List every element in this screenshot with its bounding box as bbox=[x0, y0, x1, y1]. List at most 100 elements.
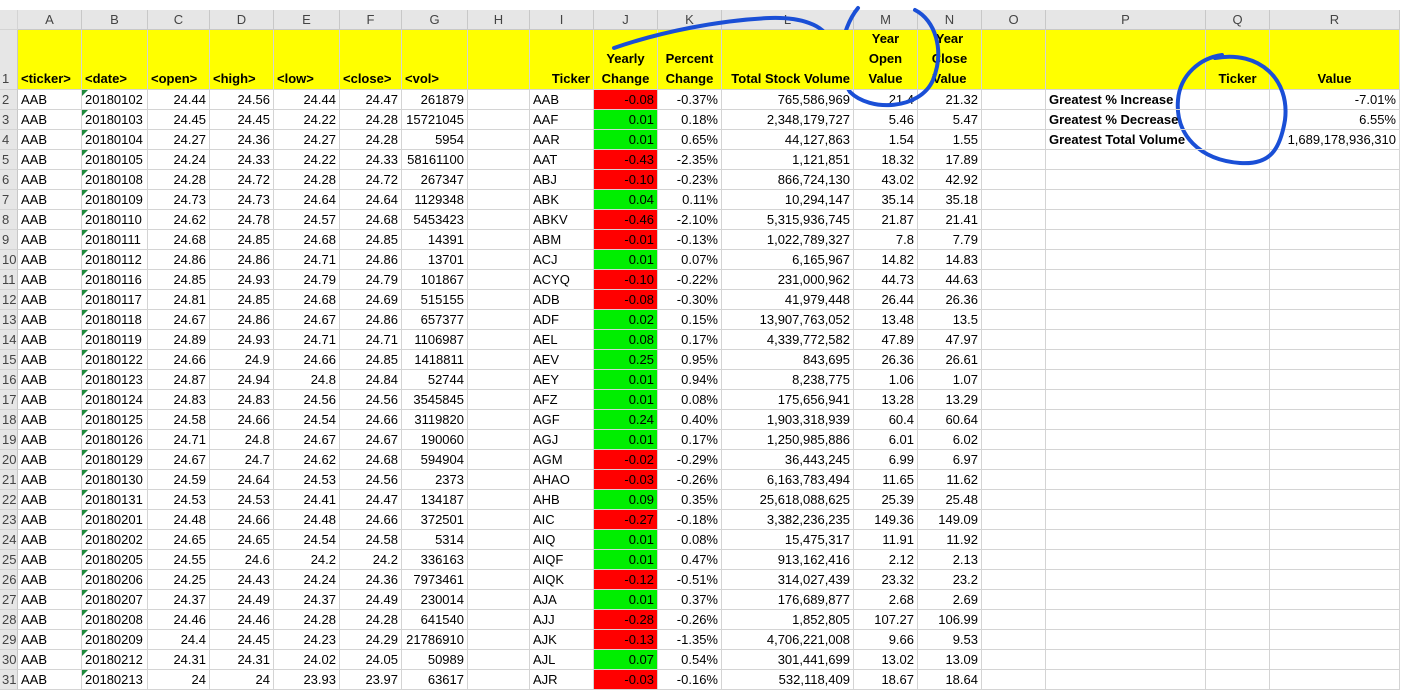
cell-f19[interactable]: 24.67 bbox=[340, 430, 402, 450]
cell-n19[interactable]: 6.02 bbox=[918, 430, 982, 450]
cell-m17[interactable]: 13.28 bbox=[854, 390, 918, 410]
cell-m15[interactable]: 26.36 bbox=[854, 350, 918, 370]
cell-g31[interactable]: 63617 bbox=[402, 670, 468, 690]
cell-r24[interactable] bbox=[1270, 530, 1400, 550]
header-cell-l[interactable]: Total Stock Volume bbox=[722, 30, 854, 90]
cell-k30[interactable]: 0.54% bbox=[658, 650, 722, 670]
cell-e9[interactable]: 24.68 bbox=[274, 230, 340, 250]
cell-n12[interactable]: 26.36 bbox=[918, 290, 982, 310]
cell-a9[interactable]: AAB bbox=[18, 230, 82, 250]
cell-i16[interactable]: AEY bbox=[530, 370, 594, 390]
cell-n14[interactable]: 47.97 bbox=[918, 330, 982, 350]
cell-r31[interactable] bbox=[1270, 670, 1400, 690]
cell-d28[interactable]: 24.46 bbox=[210, 610, 274, 630]
cell-r28[interactable] bbox=[1270, 610, 1400, 630]
cell-e20[interactable]: 24.62 bbox=[274, 450, 340, 470]
cell-j8[interactable]: -0.46 bbox=[594, 210, 658, 230]
cell-r23[interactable] bbox=[1270, 510, 1400, 530]
cell-j23[interactable]: -0.27 bbox=[594, 510, 658, 530]
cell-i14[interactable]: AEL bbox=[530, 330, 594, 350]
cell-a5[interactable]: AAB bbox=[18, 150, 82, 170]
cell-g28[interactable]: 641540 bbox=[402, 610, 468, 630]
column-header-o[interactable]: O bbox=[982, 10, 1046, 30]
header-cell-h[interactable] bbox=[468, 30, 530, 90]
cell-o4[interactable] bbox=[982, 130, 1046, 150]
cell-o20[interactable] bbox=[982, 450, 1046, 470]
cell-c16[interactable]: 24.87 bbox=[148, 370, 210, 390]
cell-p20[interactable] bbox=[1046, 450, 1206, 470]
header-cell-e[interactable]: <low> bbox=[274, 30, 340, 90]
cell-n4[interactable]: 1.55 bbox=[918, 130, 982, 150]
cell-j12[interactable]: -0.08 bbox=[594, 290, 658, 310]
cell-o22[interactable] bbox=[982, 490, 1046, 510]
header-cell-i[interactable]: Ticker bbox=[530, 30, 594, 90]
cell-c14[interactable]: 24.89 bbox=[148, 330, 210, 350]
row-header-31[interactable]: 31 bbox=[0, 670, 18, 690]
cell-r7[interactable] bbox=[1270, 190, 1400, 210]
row-header-19[interactable]: 19 bbox=[0, 430, 18, 450]
cell-d23[interactable]: 24.66 bbox=[210, 510, 274, 530]
cell-r11[interactable] bbox=[1270, 270, 1400, 290]
cell-o25[interactable] bbox=[982, 550, 1046, 570]
row-header-25[interactable]: 25 bbox=[0, 550, 18, 570]
cell-l5[interactable]: 1,121,851 bbox=[722, 150, 854, 170]
cell-a30[interactable]: AAB bbox=[18, 650, 82, 670]
cell-g15[interactable]: 1418811 bbox=[402, 350, 468, 370]
header-cell-q[interactable]: Ticker bbox=[1206, 30, 1270, 90]
header-cell-k[interactable]: Percent Change bbox=[658, 30, 722, 90]
cell-c22[interactable]: 24.53 bbox=[148, 490, 210, 510]
cell-j7[interactable]: 0.04 bbox=[594, 190, 658, 210]
cell-a18[interactable]: AAB bbox=[18, 410, 82, 430]
cell-e11[interactable]: 24.79 bbox=[274, 270, 340, 290]
cell-h18[interactable] bbox=[468, 410, 530, 430]
cell-k8[interactable]: -2.10% bbox=[658, 210, 722, 230]
cell-c12[interactable]: 24.81 bbox=[148, 290, 210, 310]
cell-p12[interactable] bbox=[1046, 290, 1206, 310]
cell-j10[interactable]: 0.01 bbox=[594, 250, 658, 270]
cell-a7[interactable]: AAB bbox=[18, 190, 82, 210]
cell-l30[interactable]: 301,441,699 bbox=[722, 650, 854, 670]
cell-d17[interactable]: 24.83 bbox=[210, 390, 274, 410]
cell-m25[interactable]: 2.12 bbox=[854, 550, 918, 570]
select-all-corner[interactable] bbox=[0, 10, 18, 30]
cell-i26[interactable]: AIQK bbox=[530, 570, 594, 590]
cell-l23[interactable]: 3,382,236,235 bbox=[722, 510, 854, 530]
cell-r15[interactable] bbox=[1270, 350, 1400, 370]
cell-b28[interactable]: 20180208 bbox=[82, 610, 148, 630]
cell-p8[interactable] bbox=[1046, 210, 1206, 230]
cell-e16[interactable]: 24.8 bbox=[274, 370, 340, 390]
cell-a23[interactable]: AAB bbox=[18, 510, 82, 530]
cell-d11[interactable]: 24.93 bbox=[210, 270, 274, 290]
cell-q17[interactable] bbox=[1206, 390, 1270, 410]
cell-m4[interactable]: 1.54 bbox=[854, 130, 918, 150]
cell-k3[interactable]: 0.18% bbox=[658, 110, 722, 130]
cell-q8[interactable] bbox=[1206, 210, 1270, 230]
cell-a24[interactable]: AAB bbox=[18, 530, 82, 550]
cell-c19[interactable]: 24.71 bbox=[148, 430, 210, 450]
cell-m28[interactable]: 107.27 bbox=[854, 610, 918, 630]
cell-j3[interactable]: 0.01 bbox=[594, 110, 658, 130]
cell-g9[interactable]: 14391 bbox=[402, 230, 468, 250]
header-cell-g[interactable]: <vol> bbox=[402, 30, 468, 90]
cell-f17[interactable]: 24.56 bbox=[340, 390, 402, 410]
cell-b10[interactable]: 20180112 bbox=[82, 250, 148, 270]
cell-c29[interactable]: 24.4 bbox=[148, 630, 210, 650]
cell-f3[interactable]: 24.28 bbox=[340, 110, 402, 130]
row-header-27[interactable]: 27 bbox=[0, 590, 18, 610]
cell-g10[interactable]: 13701 bbox=[402, 250, 468, 270]
cell-b31[interactable]: 20180213 bbox=[82, 670, 148, 690]
cell-m8[interactable]: 21.87 bbox=[854, 210, 918, 230]
cell-i23[interactable]: AIC bbox=[530, 510, 594, 530]
column-header-a[interactable]: A bbox=[18, 10, 82, 30]
cell-p9[interactable] bbox=[1046, 230, 1206, 250]
cell-o3[interactable] bbox=[982, 110, 1046, 130]
cell-j27[interactable]: 0.01 bbox=[594, 590, 658, 610]
cell-n9[interactable]: 7.79 bbox=[918, 230, 982, 250]
cell-d26[interactable]: 24.43 bbox=[210, 570, 274, 590]
column-header-m[interactable]: M bbox=[854, 10, 918, 30]
cell-m13[interactable]: 13.48 bbox=[854, 310, 918, 330]
cell-j22[interactable]: 0.09 bbox=[594, 490, 658, 510]
cell-e4[interactable]: 24.27 bbox=[274, 130, 340, 150]
cell-l16[interactable]: 8,238,775 bbox=[722, 370, 854, 390]
cell-a11[interactable]: AAB bbox=[18, 270, 82, 290]
